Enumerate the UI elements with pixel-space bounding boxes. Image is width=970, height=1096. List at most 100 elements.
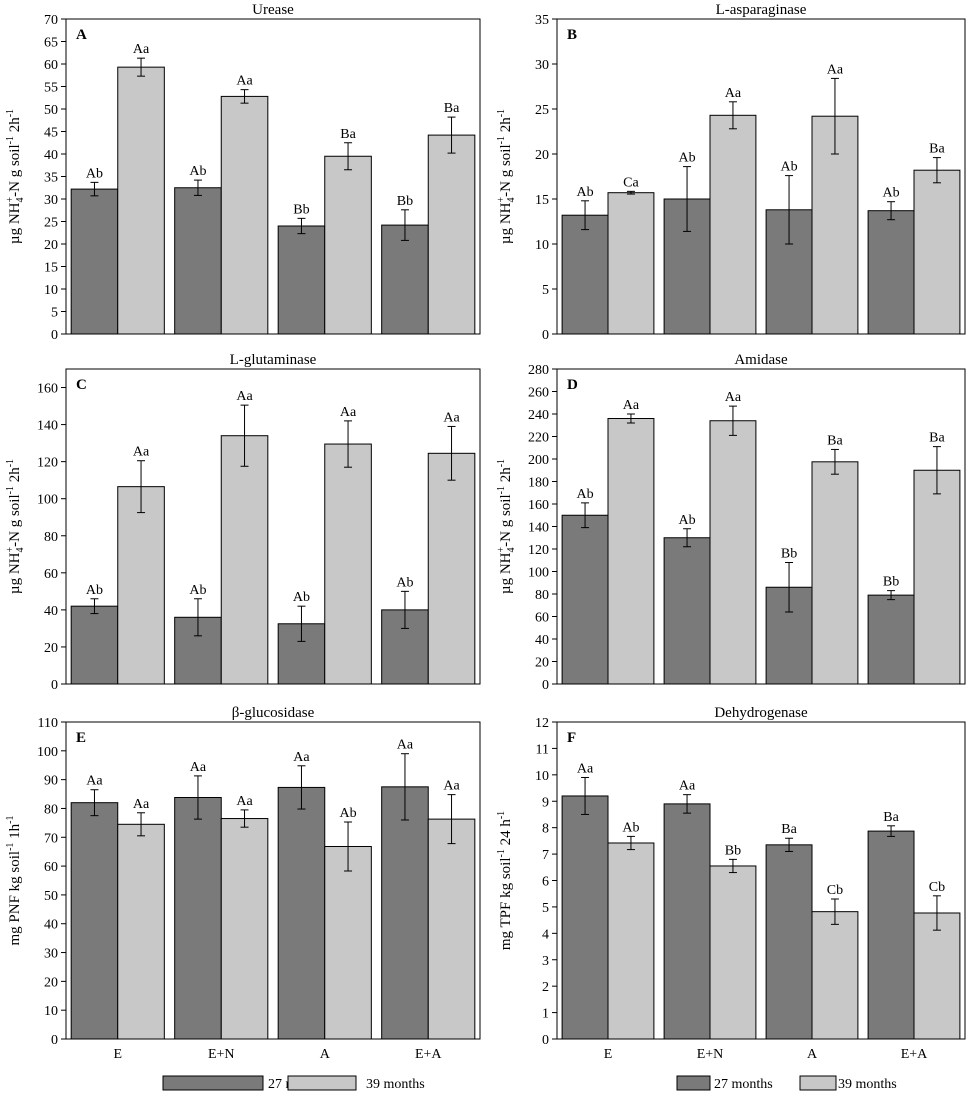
significance-label: Cb [827,883,843,898]
x-tick-label: E+N [697,1047,724,1062]
significance-label: Ca [623,175,639,190]
significance-label: Ba [827,433,843,448]
x-tick-label: A [320,1047,331,1062]
significance-label: Aa [190,760,207,775]
bar-39-months [709,420,757,685]
y-tick-label: 90 [44,774,58,789]
y-tick-label: 240 [528,408,549,423]
chart-title: β-glucosidase [232,705,315,721]
bar-39-months [220,95,269,335]
chart-title: Dehydrogenase [714,705,808,721]
legend-swatch-27-months [162,1075,264,1091]
y-axis-label: µg NH4+-N g soil-1 2h-1 [5,109,26,244]
y-tick-label: 8 [542,822,549,837]
bar-39-months [913,912,961,1040]
bar-27-months [663,537,711,685]
significance-label: Aa [340,405,357,420]
y-tick-label: 5 [542,283,549,298]
y-tick-label: 160 [528,498,549,513]
significance-label: Aa [577,761,594,776]
panel-letter: D [567,377,578,393]
plot-frame [556,18,966,335]
bar-39-months [709,114,757,335]
y-tick-label: 4 [542,927,549,942]
significance-label: Aa [397,738,414,753]
y-axis-label: µg NH4+-N g soil-1 2h-1 [496,459,517,594]
bar-39-months [811,461,859,685]
chart-title: Urease [252,2,294,18]
y-tick-label: 60 [44,567,58,582]
significance-label: Aa [133,445,150,460]
significance-label: Aa [679,779,696,794]
y-tick-label: 20 [535,656,549,671]
bar-27-months [561,514,609,685]
bar-27-months [867,830,915,1040]
y-tick-label: 25 [535,103,549,118]
significance-label: Ab [86,166,103,181]
y-tick-label: 60 [44,58,58,73]
bar-39-months [324,155,372,335]
bar-39-months [117,486,165,685]
legend: 27 months 39 months 27 months 39 months [162,1075,897,1092]
y-tick-label: 20 [44,238,58,253]
bar-39-months [117,66,165,335]
y-tick-label: 5 [51,306,58,321]
y-tick-label: 15 [44,261,58,276]
y-tick-label: 20 [44,641,58,656]
y-tick-label: 70 [44,13,58,28]
y-tick-label: 40 [44,918,58,933]
significance-label: Ba [929,431,945,446]
bar-39-months [607,842,655,1040]
bar-39-months [427,134,476,335]
bar-39-months [607,192,655,335]
significance-label: Aa [827,62,844,77]
y-tick-label: 10 [44,1004,58,1019]
significance-label: Aa [725,86,742,101]
panel-a: Urease A 0 5 10 15 20 25 30 35 40 45 50 55 60 65 70 µg NH… [5,2,481,343]
y-tick-label: 15 [535,193,549,208]
chart-title: Amidase [734,352,788,368]
y-tick-label: 180 [528,476,549,491]
significance-label: Aa [236,74,253,89]
x-tick-label: A [807,1047,818,1062]
y-tick-label: 0 [51,678,58,693]
panel-letter: B [567,27,577,43]
y-tick-label: 50 [44,103,58,118]
panel-letter: E [76,730,86,746]
significance-label: Ab [882,186,899,201]
legend-swatch-27-months [676,1075,711,1091]
chart-title: L-glutaminase [230,352,317,368]
bar-27-months [561,795,609,1040]
significance-label: Ba [929,142,945,157]
bar-39-months [220,435,269,685]
significance-label: Aa [725,390,742,405]
bar-27-months [277,225,326,335]
x-tick-label: E+A [901,1047,928,1062]
significance-label: Aa [236,794,253,809]
y-tick-label: 0 [542,678,549,693]
y-tick-label: 0 [542,328,549,343]
legend-label-39-months: 39 months [366,1077,425,1092]
bar-27-months [561,214,609,335]
significance-label: Ba [444,101,460,116]
significance-label: Ab [339,806,356,821]
y-tick-label: 65 [44,36,58,51]
y-tick-label: 140 [528,521,549,536]
y-tick-label: 12 [535,716,549,731]
bar-39-months [117,823,165,1040]
bar-39-months [220,818,269,1040]
bar-39-months [607,418,655,685]
y-tick-label: 0 [542,1033,549,1048]
y-tick-label: 60 [44,860,58,875]
y-axis-label: mg TPF kg soil-1 24 h-1 [496,811,514,950]
x-tick-label: E [604,1047,613,1062]
significance-label: Ba [883,810,899,825]
significance-label: Cb [929,880,945,895]
y-tick-label: 0 [51,328,58,343]
bar-27-months [174,797,222,1040]
significance-label: Ab [622,820,639,835]
bar-27-months [867,594,915,685]
y-tick-label: 220 [528,431,549,446]
legend-label-39-months: 39 months [838,1077,897,1092]
